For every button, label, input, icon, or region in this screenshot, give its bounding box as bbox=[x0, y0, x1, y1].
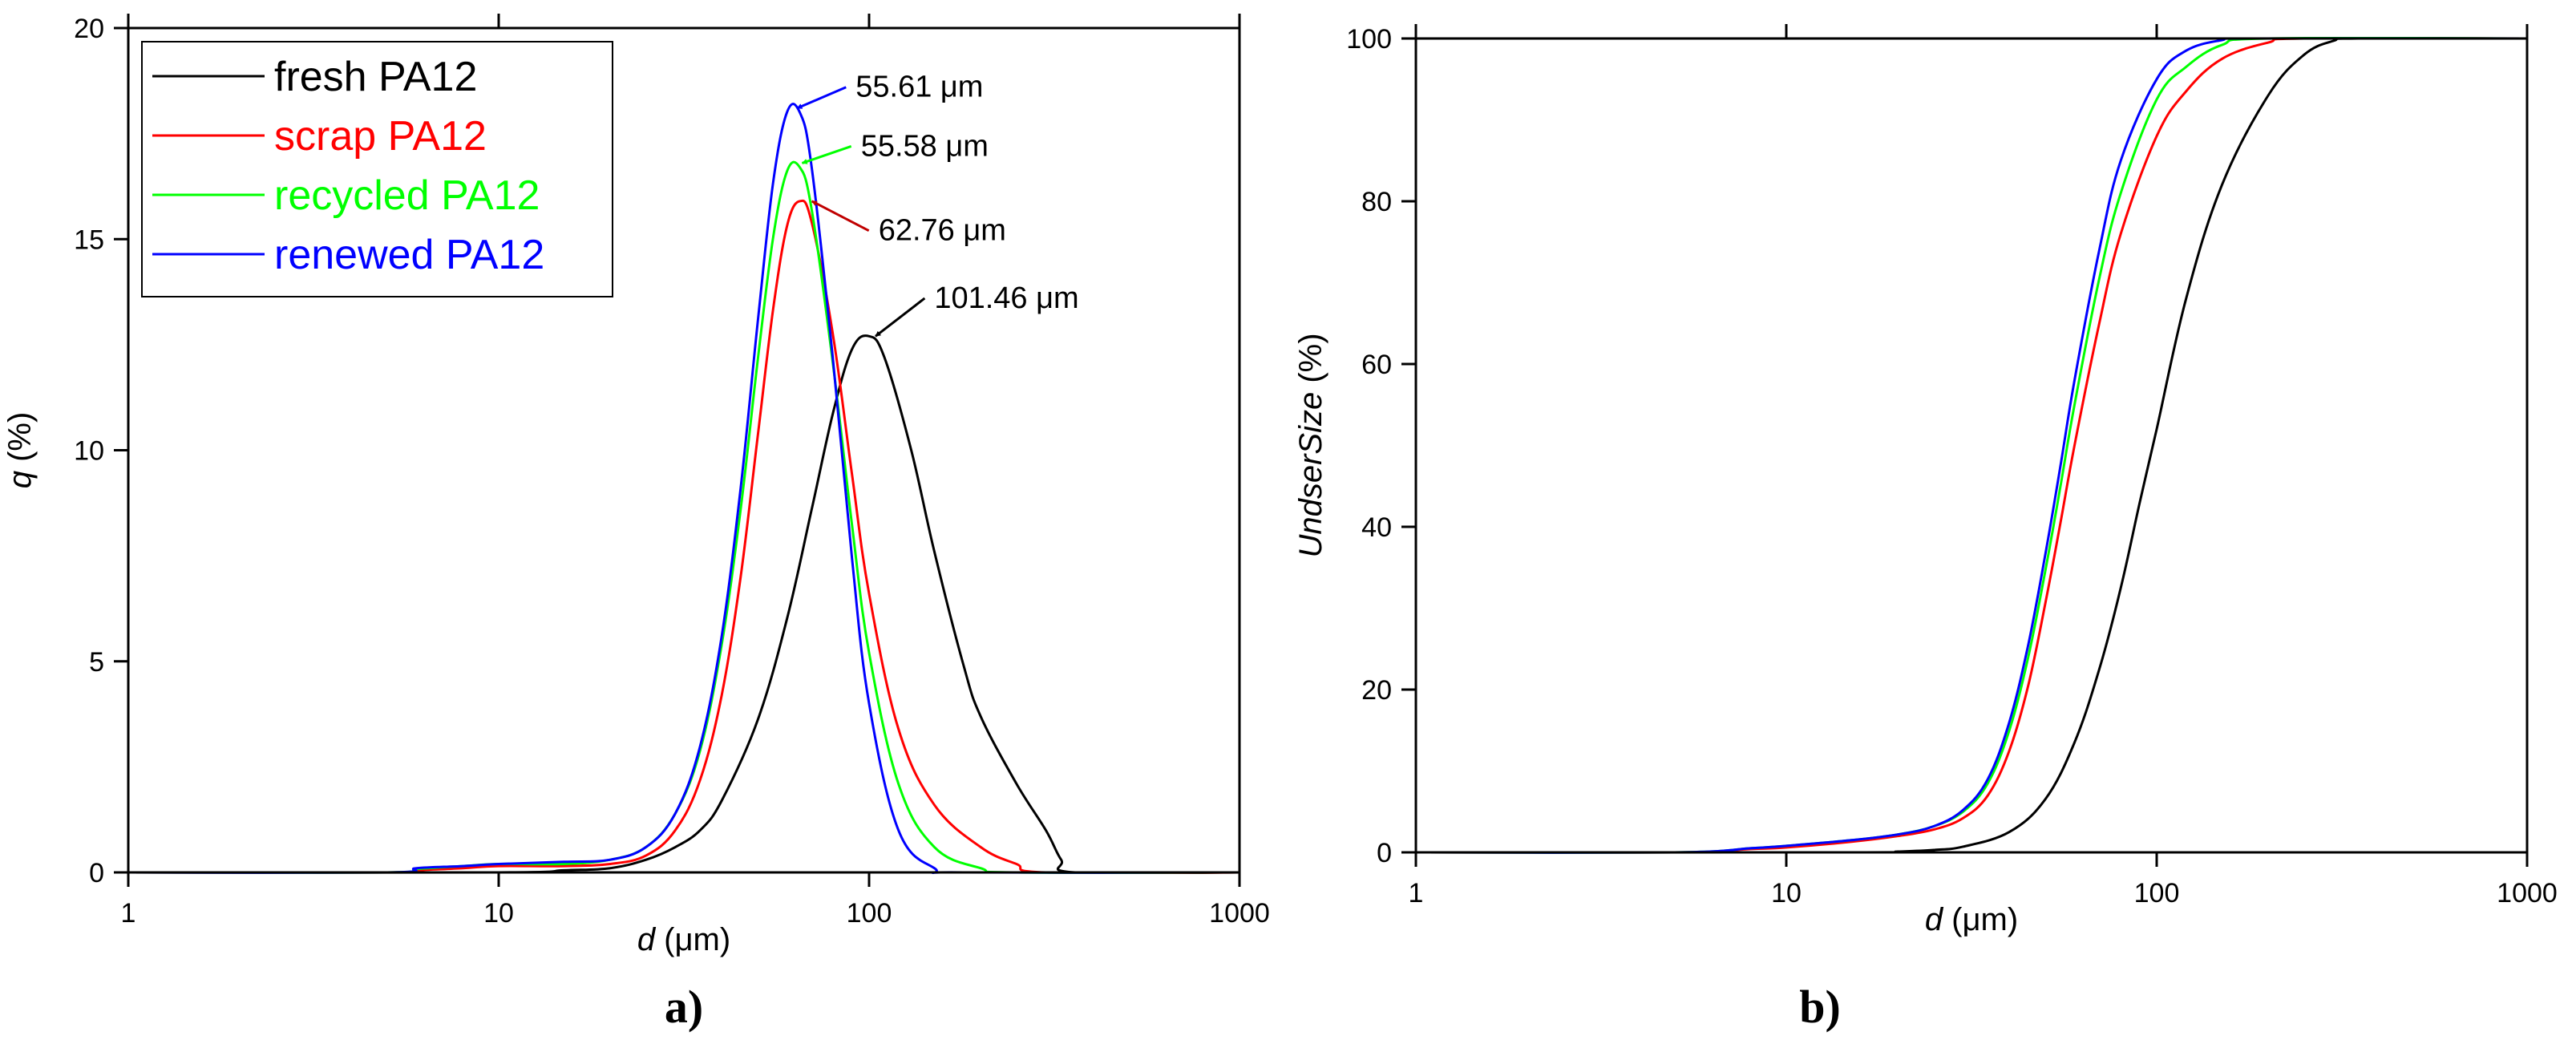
y-tick-label-b: 0 bbox=[1377, 838, 1392, 868]
y-tick-label-b: 20 bbox=[1361, 675, 1392, 706]
plot-area-a bbox=[128, 103, 1239, 874]
x-axis-title-a: d (μm) bbox=[637, 922, 730, 957]
y-tick-label-b: 60 bbox=[1361, 350, 1392, 380]
annotation-label: 62.76 μm bbox=[879, 214, 1006, 248]
y-tick-label-a: 20 bbox=[74, 14, 104, 44]
y-axis-title-a: q (%) bbox=[2, 412, 38, 489]
x-tick-label-b: 1 bbox=[1409, 878, 1424, 908]
series-line-renewed-pa12-b bbox=[1416, 37, 2527, 854]
annotation-arrow bbox=[811, 200, 870, 233]
legend-label: recycled PA12 bbox=[274, 172, 540, 219]
series-line-scrap-pa12-a bbox=[128, 199, 1239, 874]
annotation-label: 55.58 μm bbox=[861, 129, 989, 163]
chart-a-particle-size-distribution: 1 10 100 1000 0 5 10 15 20 d (μm) q (%) a) fresh PA1… bbox=[2, 14, 1270, 1033]
annotation-label: 101.46 μm bbox=[934, 281, 1078, 315]
series-line-renewed-pa12-a bbox=[128, 103, 1239, 874]
plot-area-b bbox=[1416, 37, 2527, 854]
annotation-arrow bbox=[875, 297, 926, 338]
series-line-fresh-pa12-a bbox=[128, 334, 1239, 874]
x-tick-label-a: 100 bbox=[847, 898, 892, 929]
legend-label: renewed PA12 bbox=[274, 232, 544, 278]
y-tick-label-b: 80 bbox=[1361, 187, 1392, 217]
legend-label: fresh PA12 bbox=[274, 54, 477, 100]
y-axis-title-b: UndserSize (%) bbox=[1293, 333, 1328, 557]
panel-label-b: b) bbox=[1799, 981, 1841, 1033]
series-line-fresh-pa12-b bbox=[1416, 37, 2527, 854]
x-axis-title-b: d (μm) bbox=[1925, 902, 2018, 937]
y-tick-label-a: 15 bbox=[74, 225, 104, 255]
y-tick-label-b: 100 bbox=[1346, 24, 1392, 55]
chart-b-cumulative-undersize: 1 10 100 1000 0 20 40 60 80 100 d (μm) UndserSize (… bbox=[1293, 24, 2558, 1033]
y-tick-label-a: 5 bbox=[89, 647, 104, 678]
annotation-label: 55.61 μm bbox=[855, 71, 983, 104]
x-tick-label-b: 100 bbox=[2134, 878, 2180, 908]
x-tick-label-b: 10 bbox=[1771, 878, 1802, 908]
x-tick-label-a: 1 bbox=[121, 898, 136, 929]
legend: fresh PA12 scrap PA12 recycled PA12 renewed… bbox=[141, 41, 613, 297]
annotation-arrow bbox=[796, 86, 847, 110]
x-tick-label-b: 1000 bbox=[2497, 878, 2558, 908]
series-line-recycled-pa12-b bbox=[1416, 37, 2527, 854]
y-tick-label-a: 10 bbox=[74, 436, 104, 467]
axes-frame-b bbox=[1414, 37, 2529, 854]
y-tick-label-b: 40 bbox=[1361, 512, 1392, 543]
x-tick-label-a: 10 bbox=[483, 898, 514, 929]
annotation-arrow bbox=[801, 145, 852, 164]
series-line-scrap-pa12-b bbox=[1416, 37, 2527, 854]
y-tick-label-a: 0 bbox=[89, 858, 104, 888]
panel-label-a: a) bbox=[665, 981, 703, 1033]
legend-label: scrap PA12 bbox=[274, 113, 487, 160]
x-tick-label-a: 1000 bbox=[1209, 898, 1270, 929]
